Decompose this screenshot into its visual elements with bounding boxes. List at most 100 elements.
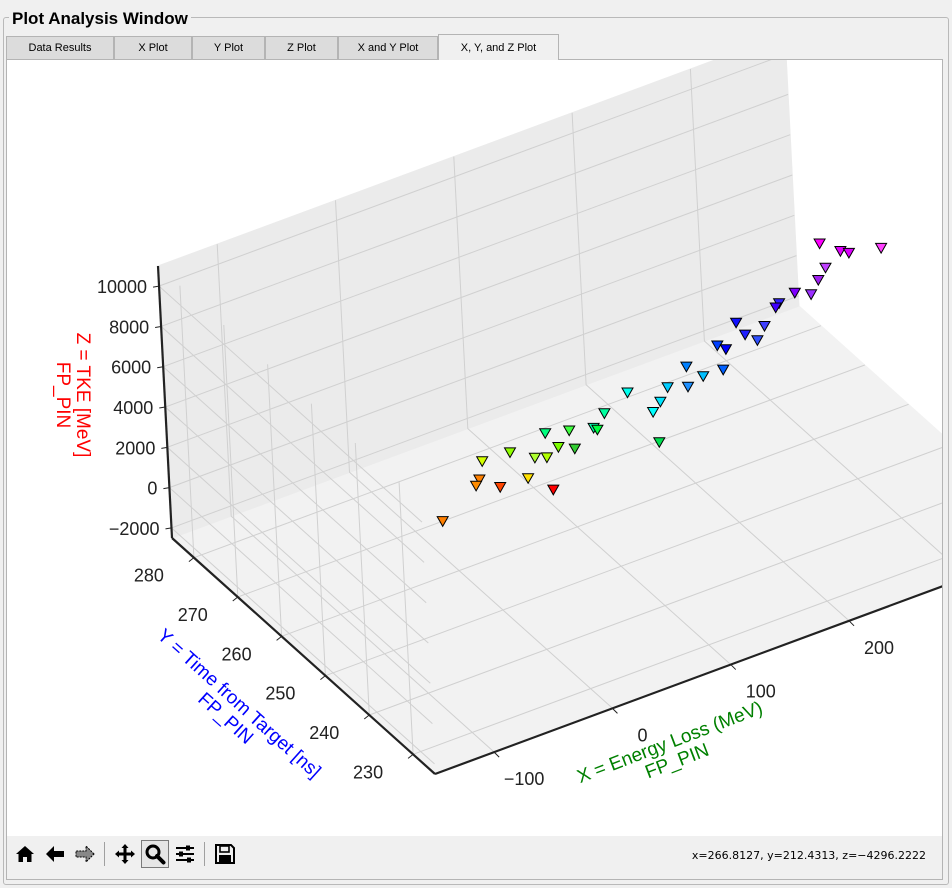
pan-button[interactable] [111,840,139,868]
z-tick-label: 6000 [111,358,151,378]
y-tick-label: 260 [222,644,252,664]
z-tick-mark [155,325,162,328]
z-axis-line [156,265,174,539]
tab-x-and-y-plot[interactable]: X and Y Plot [338,36,438,59]
tab-z-plot[interactable]: Z Plot [265,36,338,59]
data-point [758,321,771,333]
data-point [540,452,554,464]
x-gridline [453,156,732,665]
pan-icon [115,844,135,864]
z-tick-mark [161,446,168,449]
back-arrow-icon [46,846,64,862]
data-point [436,516,450,528]
data-point [738,329,752,341]
window-title: Plot Analysis Window [9,8,191,30]
data-point [681,381,695,393]
save-icon [215,844,235,864]
x-tick-mark [848,620,855,627]
save-button[interactable] [211,840,239,868]
y-axis-line [171,537,436,775]
z-axis-label: Z = TKE [MeV]FP_PIN [52,333,93,458]
tab-y-plot[interactable]: Y Plot [192,36,265,59]
y-tick-mark [363,714,370,720]
forward-button[interactable] [71,840,99,868]
z-tick-mark [159,406,166,409]
home-button[interactable] [11,840,39,868]
tab-x-plot[interactable]: X Plot [114,36,192,59]
tab-data-results[interactable]: Data Results [6,36,114,59]
data-point [568,443,582,455]
data-point [469,480,483,492]
data-point [769,302,783,314]
data-point [874,242,888,255]
data-point [654,396,667,408]
y-tick-label: 240 [309,723,339,743]
z-tick-mark [157,366,164,369]
z-tick-label: 10000 [97,277,147,297]
data-point [819,262,832,274]
z-tick-mark [152,285,160,288]
data-point [710,340,724,352]
data-point [538,428,552,440]
y-tick-label: 250 [265,684,295,704]
toolbar-separator [204,842,205,866]
data-point [813,238,826,250]
x-tick-mark [493,751,500,758]
z-tick-label: 8000 [109,317,149,337]
plot-canvas[interactable]: −1000100200300230240250260270280−2000020… [7,60,942,836]
configure-subplots-icon [176,845,194,863]
z-tick-mark [165,527,172,530]
coordinate-readout: x=266.8127, y=212.4313, z=−4296.2222 [691,849,926,862]
data-point [493,482,507,494]
navigation-toolbar: x=266.8127, y=212.4313, z=−4296.2222 [7,836,942,879]
y-tick-label: 270 [178,605,208,625]
home-icon [16,846,34,862]
data-point [473,474,486,486]
zoom-button[interactable] [141,840,169,868]
x-gridline [335,200,613,709]
data-point [591,424,604,436]
data-point [621,387,634,399]
toolbar-separator [104,842,105,866]
tab-xyz-plot[interactable]: X, Y, and Z Plot [438,34,559,60]
z-tick-mark [163,487,170,490]
data-point [751,335,764,347]
x-axis-line [434,585,942,776]
zoom-icon [145,844,166,865]
y-tick-mark [320,675,326,681]
data-point [716,364,730,376]
configure-subplots-button[interactable] [171,840,199,868]
data-point [562,425,576,437]
data-point [696,371,710,383]
x-axis-label: X = Energy Loss (MeV)FP_PIN [574,698,773,807]
z-tick-label: 4000 [113,398,153,418]
z-axis-label-line: Z = TKE [MeV] [72,333,93,458]
data-point [804,289,818,301]
x-tick-label: 100 [746,682,776,702]
data-point [842,247,856,260]
forward-arrow-icon [75,844,95,864]
tab-panel: −1000100200300230240250260270280−2000020… [6,59,943,880]
data-point [598,408,611,420]
z-tick-label: 2000 [115,438,155,458]
data-point [661,382,674,394]
data-point [552,442,565,454]
z-tick-label: 0 [147,479,157,499]
x-tick-label: 200 [864,638,894,658]
x-gridline [216,244,495,753]
y-tick-mark [407,753,414,759]
data-point [729,317,743,329]
y-tick-mark [188,557,195,563]
data-point [503,447,517,459]
data-point [652,437,666,449]
x-tick-mark [730,664,737,670]
data-point [475,456,489,468]
back-button[interactable] [41,840,69,868]
data-point [811,275,825,287]
group-box-frame [3,17,949,885]
data-point [646,407,660,419]
z-axis-label-line: FP_PIN [52,362,73,429]
y-tick-mark [276,635,282,641]
y-tick-mark [232,596,239,602]
x-tick-mark [612,707,618,714]
